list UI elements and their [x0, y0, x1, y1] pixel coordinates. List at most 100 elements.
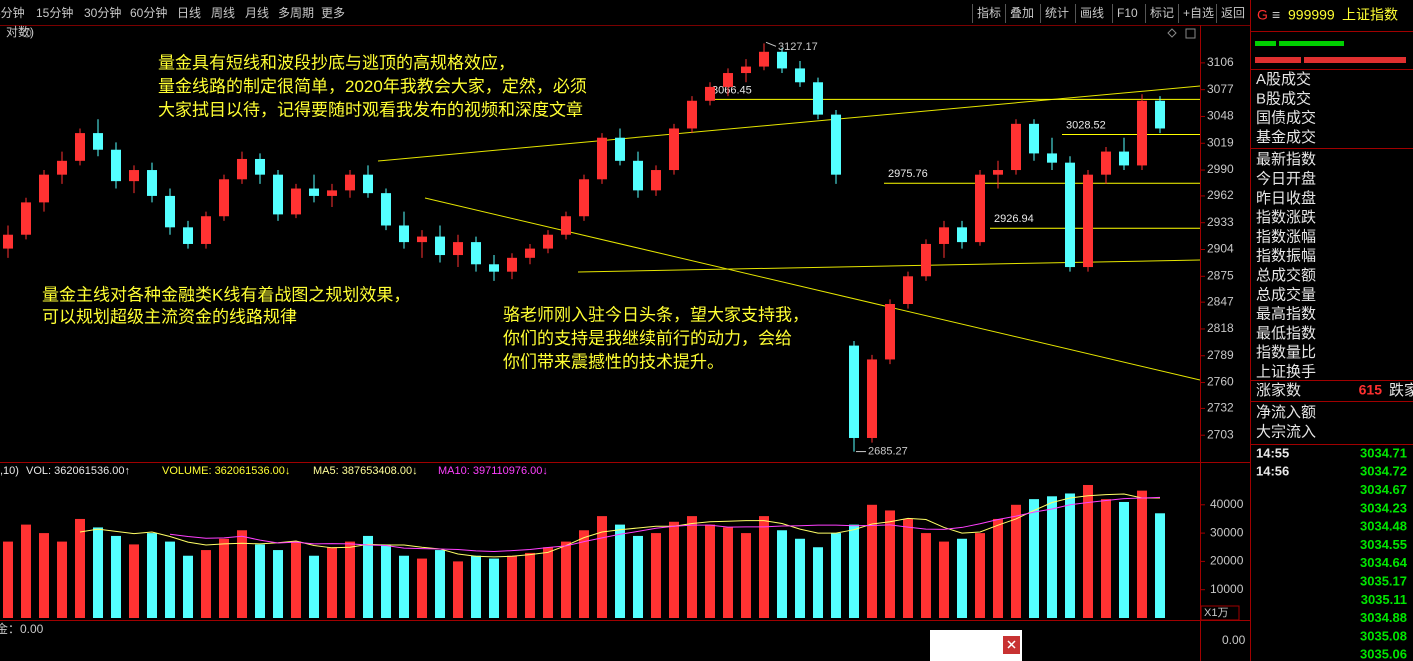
volume-bar [561, 541, 571, 618]
volume-bar [543, 547, 553, 618]
candle-body [885, 304, 895, 360]
note-text: 可以规划超级主流资金的线路规律 [42, 307, 297, 326]
period-tab[interactable]: 多周期 [278, 6, 314, 20]
tool-button[interactable]: 统计 [1045, 6, 1069, 20]
quote-menu[interactable]: ≡ [1272, 7, 1280, 23]
candle-body [831, 114, 841, 175]
tick-price: 3035.06 [1360, 647, 1407, 661]
period-tab[interactable]: 日线 [177, 6, 201, 20]
candle-body [417, 236, 427, 243]
volume-tick-label: 20000 [1210, 554, 1244, 568]
quote-field: 指数量比 [1256, 344, 1316, 361]
candle-body [669, 128, 679, 171]
tick-price: 3034.55 [1360, 537, 1407, 552]
quote-field: 最低指数 [1256, 325, 1316, 342]
volume-bar [651, 533, 661, 618]
candle-body [129, 170, 139, 182]
volume-bar [813, 547, 823, 618]
candle-body [975, 174, 985, 243]
volume-bar [633, 535, 643, 618]
tool-button[interactable]: 指标 [977, 5, 1001, 20]
period-tab[interactable]: 月线 [245, 6, 269, 20]
tool-button[interactable]: 返回 [1221, 6, 1245, 20]
volume-bar [507, 555, 517, 618]
y-tick-label: 3019 [1207, 135, 1234, 149]
y-tick-label: 3106 [1207, 55, 1234, 69]
tool-button[interactable]: 叠加 [1010, 6, 1034, 20]
volume-bar [39, 533, 49, 618]
quote-field: 指数涨跌 [1256, 209, 1316, 226]
candle-body [489, 264, 499, 272]
panel-icon[interactable] [1167, 28, 1177, 38]
period-tab[interactable]: 30分钟 [84, 5, 121, 20]
note-text: 大家拭目以待，记得要随时观看我发布的视频和深度文章 [158, 100, 583, 119]
period-tab[interactable]: 周线 [211, 6, 235, 20]
note-text: 量金具有短线和波段抄底与逃顶的高规格效应， [158, 53, 515, 72]
volume-bar [345, 541, 355, 618]
candle-body [75, 133, 85, 161]
period-tab[interactable]: 更多 [321, 6, 345, 20]
volume-bar [183, 555, 193, 618]
volume-bar [1101, 499, 1111, 618]
y-tick-label: 2904 [1207, 242, 1234, 256]
candle-body [399, 225, 409, 243]
high-label: 3127.17 [778, 41, 818, 53]
y-tick-label: 3077 [1207, 82, 1234, 96]
volume-header: ,10) [0, 465, 19, 477]
volume-bar [525, 552, 535, 618]
candle-body [1047, 153, 1057, 163]
candle-body [579, 179, 589, 217]
tool-button[interactable]: +自选 [1183, 6, 1214, 20]
tool-button[interactable]: 画线 [1080, 6, 1104, 20]
candle-body [345, 174, 355, 191]
scale-label: 对数) [6, 24, 34, 39]
volume-bar [471, 555, 481, 618]
y-tick-label: 2875 [1207, 268, 1234, 282]
candle-body [741, 66, 751, 74]
candle-body [165, 195, 175, 228]
quote-field: 最新指数 [1256, 151, 1316, 168]
volume-bar [165, 541, 175, 618]
candle-body [363, 174, 373, 194]
volume-bar [993, 518, 1003, 618]
candle-body [21, 202, 31, 235]
quote-field: 总成交额 [1256, 266, 1316, 284]
candle-body [597, 137, 607, 180]
volume-tick-label: 30000 [1210, 525, 1244, 539]
y-tick-label: 2962 [1207, 188, 1234, 202]
volume-bar [1029, 499, 1039, 618]
volume-bar [111, 535, 121, 618]
volume-bar [201, 550, 211, 618]
note-text: 你们的支持是我继续前行的动力，会给 [503, 329, 792, 348]
candle-body [3, 234, 13, 249]
candle-body [993, 170, 1003, 175]
volume-bar [957, 538, 967, 618]
volume-bar [1119, 501, 1129, 618]
candle-body [759, 51, 769, 67]
scale-icon[interactable] [22, 28, 32, 38]
level-label: 3028.52 [1066, 119, 1106, 131]
quote-field: 总成交量 [1256, 285, 1316, 303]
advancers-label: 涨家数 [1256, 382, 1301, 399]
volume-bar [489, 558, 499, 618]
tool-button[interactable]: 标记 [1150, 6, 1174, 20]
period-tab[interactable]: 60分钟 [130, 5, 167, 20]
period-tab[interactable]: 15分钟 [36, 5, 73, 20]
advancers-count: 615 [1359, 382, 1383, 398]
quote-field: 基金成交 [1256, 128, 1316, 146]
quote-field: 昨日收盘 [1256, 189, 1316, 207]
volume-bar [723, 527, 733, 618]
candle-body [255, 158, 265, 175]
volume-bar [435, 550, 445, 618]
candle-body [1011, 123, 1021, 171]
panel-icon[interactable] [1185, 28, 1196, 39]
volume-bar [867, 504, 877, 618]
volume-header: MA10: 397110976.00↓ [438, 465, 548, 477]
period-tab[interactable]: 5分钟 [0, 5, 25, 20]
tool-button[interactable]: F10 [1117, 6, 1138, 20]
low-label: 2685.27 [868, 445, 908, 457]
volume-bar [129, 544, 139, 618]
quote-field: B股成交 [1256, 89, 1311, 107]
tick-price: 3034.64 [1360, 555, 1408, 570]
